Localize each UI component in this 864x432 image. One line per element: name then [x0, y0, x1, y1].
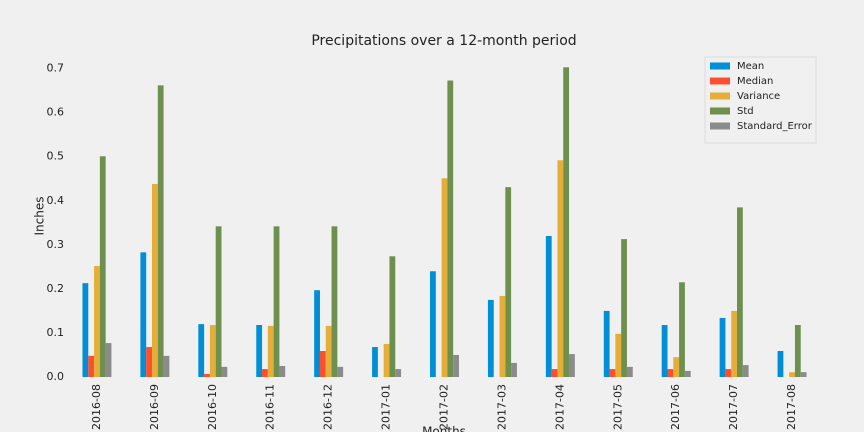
- bar: [151, 184, 158, 377]
- y-axis-label: Inches: [33, 197, 47, 236]
- bar: [256, 325, 263, 377]
- x-tick-label: 2017-01: [380, 384, 393, 430]
- bar: [447, 80, 454, 378]
- y-tick-label: 0.6: [47, 106, 65, 119]
- y-tick-label: 0.5: [47, 150, 65, 163]
- bar: [789, 372, 795, 377]
- bar: [725, 369, 732, 377]
- bar: [331, 226, 338, 377]
- bar: [105, 343, 112, 377]
- bar: [505, 187, 512, 377]
- bar: [146, 347, 152, 377]
- bar: [603, 310, 610, 377]
- legend-swatch: [710, 77, 730, 85]
- bar: [626, 366, 633, 377]
- bar: [94, 265, 100, 377]
- bar: [82, 283, 89, 377]
- x-tick-label: 2016-12: [322, 384, 335, 430]
- bar: [777, 351, 784, 377]
- legend-label: Standard_Error: [737, 121, 813, 132]
- legend-label: Mean: [737, 61, 764, 72]
- x-tick-label: 2017-07: [727, 384, 740, 430]
- x-tick-label: 2016-11: [264, 384, 277, 430]
- bar: [800, 372, 807, 377]
- bar: [319, 351, 326, 377]
- x-tick-label: 2017-05: [611, 384, 624, 430]
- bar: [487, 299, 494, 377]
- y-tick-label: 0.0: [47, 370, 65, 383]
- bar: [215, 226, 222, 377]
- bar: [615, 333, 622, 377]
- x-tick-label: 2016-09: [148, 384, 161, 430]
- legend-label: Median: [737, 76, 773, 87]
- bar: [679, 282, 685, 377]
- bar: [198, 324, 205, 377]
- bar: [99, 156, 106, 377]
- y-tick-label: 0.1: [47, 326, 65, 339]
- bar: [499, 295, 506, 377]
- y-tick-label: 0.4: [47, 194, 65, 207]
- bar: [684, 370, 691, 377]
- bar: [551, 369, 558, 377]
- bar: [389, 256, 396, 377]
- x-tick-label: 2017-08: [785, 384, 798, 430]
- bar: [453, 354, 459, 377]
- legend-swatch: [710, 122, 730, 130]
- bar: [557, 160, 564, 377]
- y-tick-label: 0.2: [47, 282, 65, 295]
- legend-swatch: [710, 107, 730, 115]
- bar: [395, 369, 402, 377]
- chart-title: Precipitations over a 12-month period: [311, 33, 576, 49]
- bar: [209, 325, 216, 377]
- bar: [430, 271, 436, 377]
- bar: [267, 325, 274, 377]
- bar: [569, 354, 575, 377]
- bar: [563, 67, 570, 378]
- bar: [731, 310, 738, 377]
- bar: [221, 366, 228, 377]
- bar: [742, 365, 749, 377]
- bar: [273, 226, 280, 377]
- x-tick-label: 2017-03: [495, 384, 508, 430]
- bar: [621, 239, 627, 377]
- bar: [262, 369, 268, 377]
- x-tick-label: 2017-06: [669, 384, 682, 430]
- x-tick-label: 2017-04: [553, 384, 566, 430]
- bar: [673, 357, 680, 377]
- y-tick-label: 0.7: [47, 62, 65, 75]
- bar: [314, 290, 320, 377]
- bar: [719, 317, 726, 377]
- legend-label: Std: [737, 106, 754, 117]
- bar: [794, 325, 801, 377]
- x-tick-label: 2016-10: [206, 384, 219, 430]
- bar: [667, 369, 674, 377]
- bar: [337, 366, 344, 377]
- bar: [737, 207, 743, 377]
- bar: [383, 343, 390, 377]
- bar: [325, 325, 332, 377]
- bar: [661, 325, 668, 377]
- bar: [88, 355, 95, 377]
- bar: [163, 355, 170, 377]
- bar: [204, 373, 210, 377]
- bar: [609, 369, 616, 377]
- legend-label: Variance: [737, 91, 780, 102]
- bar: [372, 347, 378, 377]
- legend-swatch: [710, 62, 730, 70]
- x-axis-label: Months: [422, 425, 466, 432]
- bar: [279, 365, 286, 377]
- x-tick-label: 2017-02: [438, 384, 451, 430]
- bar: [157, 85, 164, 378]
- legend-swatch: [710, 92, 730, 100]
- x-tick-label: 2016-08: [90, 384, 103, 430]
- bar: [441, 178, 448, 377]
- bar: [140, 252, 147, 377]
- bar: [511, 362, 517, 377]
- y-tick-label: 0.3: [47, 238, 65, 251]
- bar: [545, 236, 552, 377]
